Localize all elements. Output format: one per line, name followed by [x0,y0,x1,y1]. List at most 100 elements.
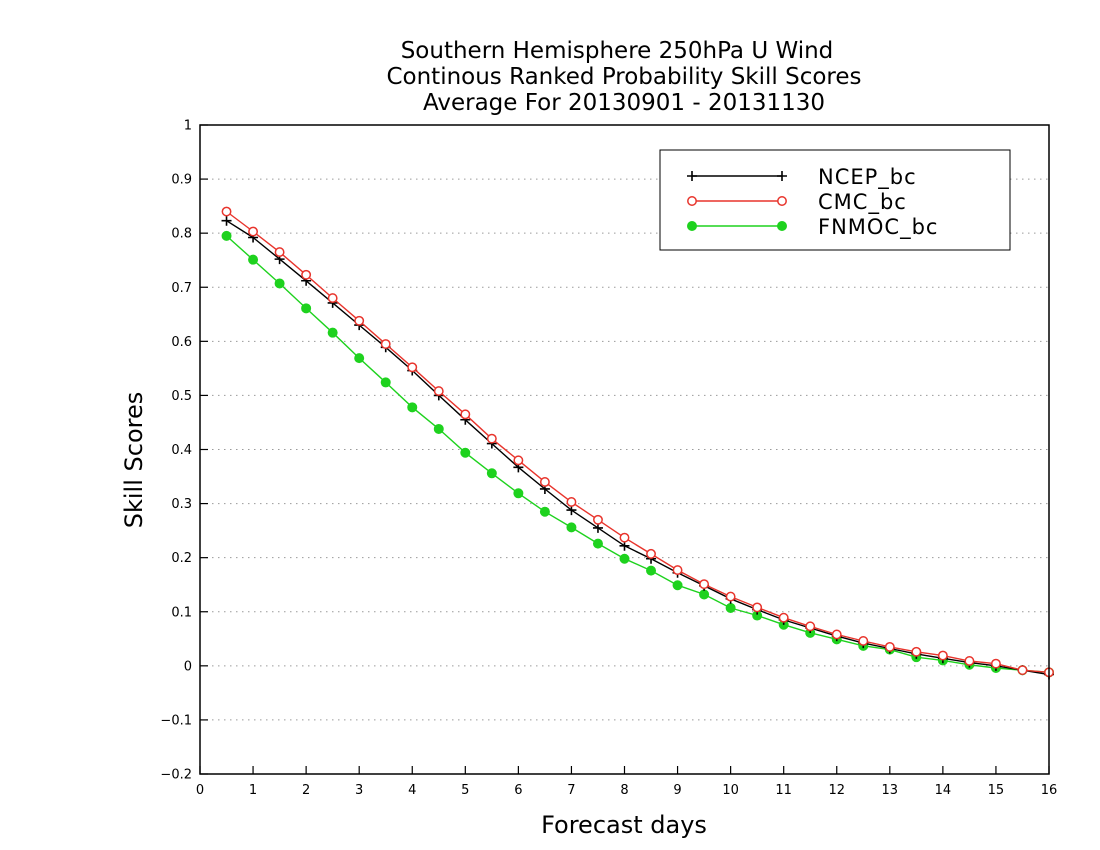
chart-title-line-2: Continous Ranked Probability Skill Score… [386,64,861,90]
series-cmc-bc-point [460,409,471,420]
series-cmc-bc-point [354,315,365,326]
series-cmc-bc-point [990,658,1001,669]
series-fnmoc-bc-line [226,235,1050,673]
series-cmc-bc-point [539,477,550,487]
y-tick-label: 0.3 [171,497,192,512]
series-fnmoc-bc-point [301,303,312,314]
legend-fnmoc-bc-label: FNMOC_bc [818,215,938,240]
legend-box [659,149,1011,251]
series-cmc-bc-point [327,293,338,304]
series-cmc-bc-point [486,433,497,444]
series-cmc-bc-point [566,497,577,507]
chart-title: Southern Hemisphere 250hPa U Wind Contin… [386,38,861,116]
y-tick-label: 0.4 [171,443,192,458]
x-tick-label: 5 [461,783,469,798]
series-cmc-bc-point [380,339,391,349]
series-cmc-bc-point [248,226,259,237]
series-fnmoc-bc-point [274,278,285,289]
x-tick-label: 6 [514,783,522,798]
x-tick-label: 4 [408,783,416,798]
series-ncep-bc-line [226,220,1050,676]
x-axis-ticks: 0 1 2 3 4 5 6 7 8 9 10 11 12 13 14 15 16 [196,766,1057,798]
series-fnmoc-bc-point [221,230,232,241]
x-tick-label: 1 [249,783,257,798]
series-cmc-bc-line [226,210,1050,673]
y-tick-label: 0.8 [171,227,192,242]
series-cmc-bc [221,206,1054,678]
chart-title-line-1: Southern Hemisphere 250hPa U Wind [401,38,834,64]
legend-ncep-bc-label: NCEP_bc [818,165,917,190]
x-tick-label: 14 [935,783,952,798]
series-cmc-bc-point [752,602,763,613]
series-fnmoc-bc-point [725,602,736,613]
y-tick-label: 0 [184,659,192,674]
series-cmc-bc-point [646,548,656,559]
series-fnmoc-bc [221,230,1054,678]
y-tick-label: 0.6 [171,335,192,350]
y-tick-label: −0.2 [160,768,192,783]
y-axis-label: Skill Scores [120,392,148,529]
x-tick-label: 16 [1041,783,1058,798]
legend-cmc-bc-point [777,196,787,206]
series-fnmoc-bc-point [354,353,365,364]
series-fnmoc-bc-point [672,580,683,591]
series-fnmoc-bc-point [592,538,603,549]
series-fnmoc-bc-point [646,565,657,576]
series-fnmoc-bc-point [248,254,259,265]
series-cmc-bc-point [672,565,683,576]
series-cmc-bc-point [699,579,710,590]
y-axis-ticks: −0.2 −0.1 0 0.1 0.2 0.3 0.4 0.5 0.6 0.7 0.8 0.9 1 [160,119,208,783]
legend-fnmoc-bc-point [687,221,697,231]
series-fnmoc-bc-point [327,327,338,338]
series-fnmoc-bc-point [460,447,471,458]
x-tick-label: 8 [620,783,628,798]
y-tick-label: 0.1 [171,605,192,620]
x-tick-label: 15 [988,783,1005,798]
x-tick-label: 2 [302,783,310,798]
legend-fnmoc-bc: FNMOC_bc [687,215,938,240]
series-cmc-bc-point [858,636,869,646]
series-cmc-bc-point [407,362,418,373]
plot-frame [199,124,1050,775]
series-cmc-bc-point [1017,665,1028,676]
series-fnmoc-bc-point [699,589,710,600]
legend-fnmoc-bc-point [777,221,787,231]
series-cmc-bc-point [831,629,842,640]
legend-cmc-bc-label: CMC_bc [818,190,907,215]
legend-cmc-bc-point [687,196,697,206]
series-cmc-bc-point [221,206,232,217]
grid-lines [200,178,1049,721]
series-cmc-bc-point [593,514,603,525]
x-tick-label: 13 [882,783,899,798]
x-tick-label: 10 [722,783,739,798]
series-fnmoc-bc-point [380,377,391,388]
series-fnmoc-bc-point [619,553,630,564]
series-fnmoc-bc-point [407,402,418,413]
series-cmc-bc-point [274,247,285,258]
x-axis-label: Forecast days [541,811,707,839]
series-ncep-bc [221,215,1054,680]
y-tick-label: −0.1 [160,713,192,728]
series-fnmoc-bc-point [433,423,444,434]
series-fnmoc-bc-point [566,522,577,533]
x-tick-label: 0 [196,783,204,798]
series-cmc-bc-point [884,641,895,652]
series-cmc-bc-point [725,591,736,602]
y-tick-label: 0.7 [171,281,192,296]
legend-ncep-bc-point [687,171,697,181]
y-tick-label: 0.5 [171,389,192,404]
y-tick-label: 1 [184,119,192,134]
series-cmc-bc-point [301,269,312,280]
series-cmc-bc-point [911,646,922,657]
series-fnmoc-bc-point [513,488,524,499]
y-tick-label: 0.2 [171,551,192,566]
series-fnmoc-bc-point [539,506,550,517]
x-tick-label: 7 [567,783,575,798]
chart-title-line-3: Average For 20130901 - 20131130 [423,90,825,116]
series-cmc-bc-point [619,532,630,543]
legend-ncep-bc: NCEP_bc [687,165,917,190]
series-cmc-bc-point [433,386,444,397]
series-cmc-bc-point [778,612,789,623]
